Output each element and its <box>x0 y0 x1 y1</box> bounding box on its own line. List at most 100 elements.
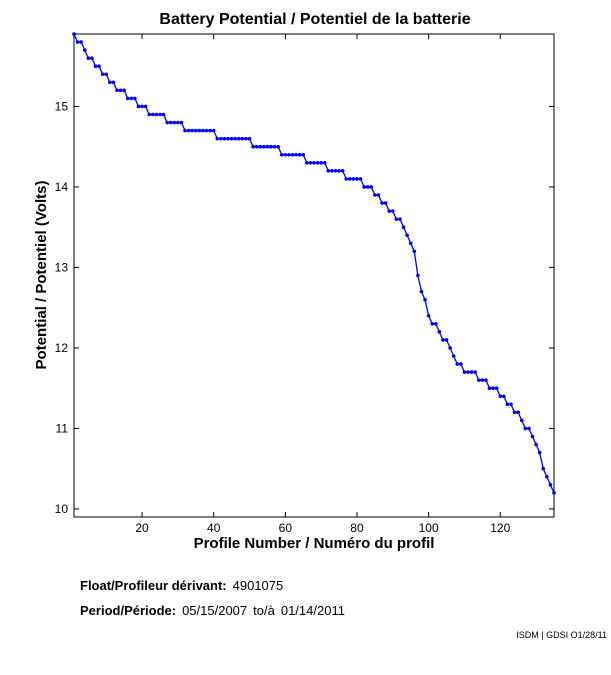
data-point <box>394 217 399 221</box>
data-point <box>473 370 477 374</box>
float-id: 4901075 <box>232 578 284 593</box>
data-point <box>512 410 517 415</box>
data-point <box>369 185 374 189</box>
credit-text: ISDM | GDSI O1/28/11 <box>516 630 607 640</box>
data-point <box>244 136 248 141</box>
data-point <box>365 185 370 189</box>
data-point <box>176 120 180 125</box>
y-tick-label: 11 <box>56 421 69 435</box>
data-point <box>108 80 112 85</box>
float-label: Float/Profileur dérivant: <box>80 578 227 593</box>
data-point <box>308 161 313 165</box>
x-axis: 20 40 60 80 100 120 <box>135 34 511 535</box>
data-point <box>118 88 123 93</box>
data-point <box>487 386 492 391</box>
data-point <box>161 112 166 117</box>
data-point <box>154 112 159 117</box>
battery-chart: Battery Potential / Potentiel de la batt… <box>33 11 556 552</box>
data-point <box>86 56 91 60</box>
data-point <box>276 144 280 149</box>
data-point <box>466 370 470 374</box>
data-point <box>204 128 209 133</box>
data-point <box>226 136 230 141</box>
data-point <box>75 40 80 44</box>
data-point <box>552 491 556 495</box>
y-tick-label: 10 <box>55 502 69 516</box>
period-separator: to/à <box>253 603 275 618</box>
series-line <box>73 33 555 494</box>
data-point <box>330 169 334 173</box>
data-point <box>258 144 263 149</box>
data-point <box>340 169 345 173</box>
y-tick-label: 12 <box>55 341 69 355</box>
data-point <box>362 185 366 189</box>
data-point <box>283 152 288 157</box>
data-point <box>158 112 162 117</box>
data-point <box>516 410 520 415</box>
data-point <box>229 136 234 141</box>
data-point <box>462 370 467 374</box>
data-point <box>136 104 141 109</box>
data-point <box>348 177 352 181</box>
data-point <box>265 144 270 149</box>
data-point <box>201 128 205 133</box>
data-point <box>405 233 409 238</box>
data-point <box>115 88 119 93</box>
data-point <box>179 120 184 125</box>
data-point <box>133 96 137 101</box>
data-point <box>301 152 306 157</box>
data-point <box>437 330 442 334</box>
data-point <box>480 378 485 382</box>
data-point <box>455 362 460 366</box>
data-point <box>441 338 445 342</box>
data-point <box>211 128 216 133</box>
data-point <box>502 394 506 399</box>
period-end: 01/14/2011 <box>280 603 345 618</box>
data-point <box>125 96 130 101</box>
data-point <box>140 104 144 109</box>
data-point <box>355 177 359 181</box>
data-point <box>165 120 169 125</box>
data-point <box>459 362 463 366</box>
data-point <box>233 136 237 141</box>
plot-frame <box>73 33 555 518</box>
data-point <box>236 136 241 141</box>
data-point <box>351 177 356 181</box>
y-tick-label: 15 <box>55 99 69 113</box>
y-tick-label: 14 <box>55 180 69 194</box>
data-point <box>197 128 202 133</box>
data-point <box>97 64 101 68</box>
data-point <box>222 136 227 141</box>
data-point <box>251 144 255 149</box>
data-point <box>383 201 388 205</box>
data-point <box>498 394 503 399</box>
data-point <box>344 177 349 181</box>
data-point <box>358 177 363 181</box>
data-point <box>398 217 402 221</box>
data-point <box>129 96 134 101</box>
period-start: 05/15/2007 <box>182 603 248 618</box>
data-point <box>294 152 298 157</box>
data-point <box>541 466 546 471</box>
x-tick-label: 20 <box>135 521 149 535</box>
data-point <box>186 128 191 133</box>
data-point <box>183 128 187 133</box>
data-point <box>190 128 195 133</box>
data-point <box>416 273 420 278</box>
data-point <box>333 169 338 173</box>
data-point <box>430 322 435 326</box>
x-tick-label: 60 <box>279 521 293 535</box>
data-point <box>122 88 126 93</box>
data-point <box>476 378 481 382</box>
data-point <box>143 104 148 109</box>
period-info: Period/Période: 05/15/2007 to/à 01/14/2011 <box>80 603 345 618</box>
data-point <box>111 80 116 85</box>
data-point <box>279 152 284 157</box>
data-point <box>444 338 449 342</box>
chart-title: Battery Potential / Potentiel de la batt… <box>159 11 470 28</box>
data-point <box>373 193 377 197</box>
data-point <box>426 313 431 318</box>
data-point <box>412 249 417 254</box>
data-point <box>451 354 456 358</box>
data-point <box>93 64 98 68</box>
